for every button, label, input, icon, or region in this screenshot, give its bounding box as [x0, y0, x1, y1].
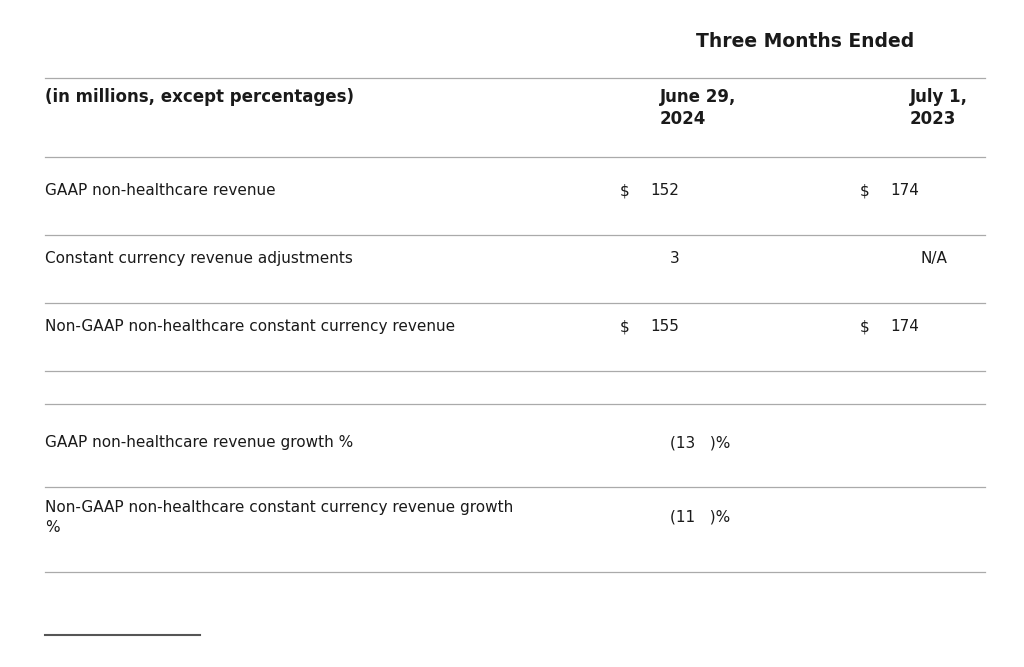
Text: $: $	[620, 183, 630, 198]
Text: 155: 155	[650, 319, 679, 334]
Text: N/A: N/A	[920, 251, 947, 266]
Text: July 1,
2023: July 1, 2023	[910, 88, 968, 128]
Text: $: $	[860, 183, 869, 198]
Text: GAAP non-healthcare revenue: GAAP non-healthcare revenue	[45, 183, 275, 198]
Text: $: $	[860, 319, 869, 334]
Text: (13   )%: (13 )%	[670, 436, 730, 450]
Text: (in millions, except percentages): (in millions, except percentages)	[45, 88, 354, 106]
Text: June 29,
2024: June 29, 2024	[660, 88, 736, 128]
Text: Non-GAAP non-healthcare constant currency revenue: Non-GAAP non-healthcare constant currenc…	[45, 319, 455, 334]
Text: GAAP non-healthcare revenue growth %: GAAP non-healthcare revenue growth %	[45, 436, 353, 450]
Text: $: $	[620, 319, 630, 334]
Text: 152: 152	[650, 183, 679, 198]
Text: Three Months Ended: Three Months Ended	[696, 32, 914, 51]
Text: Constant currency revenue adjustments: Constant currency revenue adjustments	[45, 251, 353, 266]
Text: 174: 174	[890, 183, 919, 198]
Text: Non-GAAP non-healthcare constant currency revenue growth
%: Non-GAAP non-healthcare constant currenc…	[45, 500, 513, 535]
Text: 3: 3	[670, 251, 680, 266]
Text: 174: 174	[890, 319, 919, 334]
Text: (11   )%: (11 )%	[670, 510, 730, 525]
